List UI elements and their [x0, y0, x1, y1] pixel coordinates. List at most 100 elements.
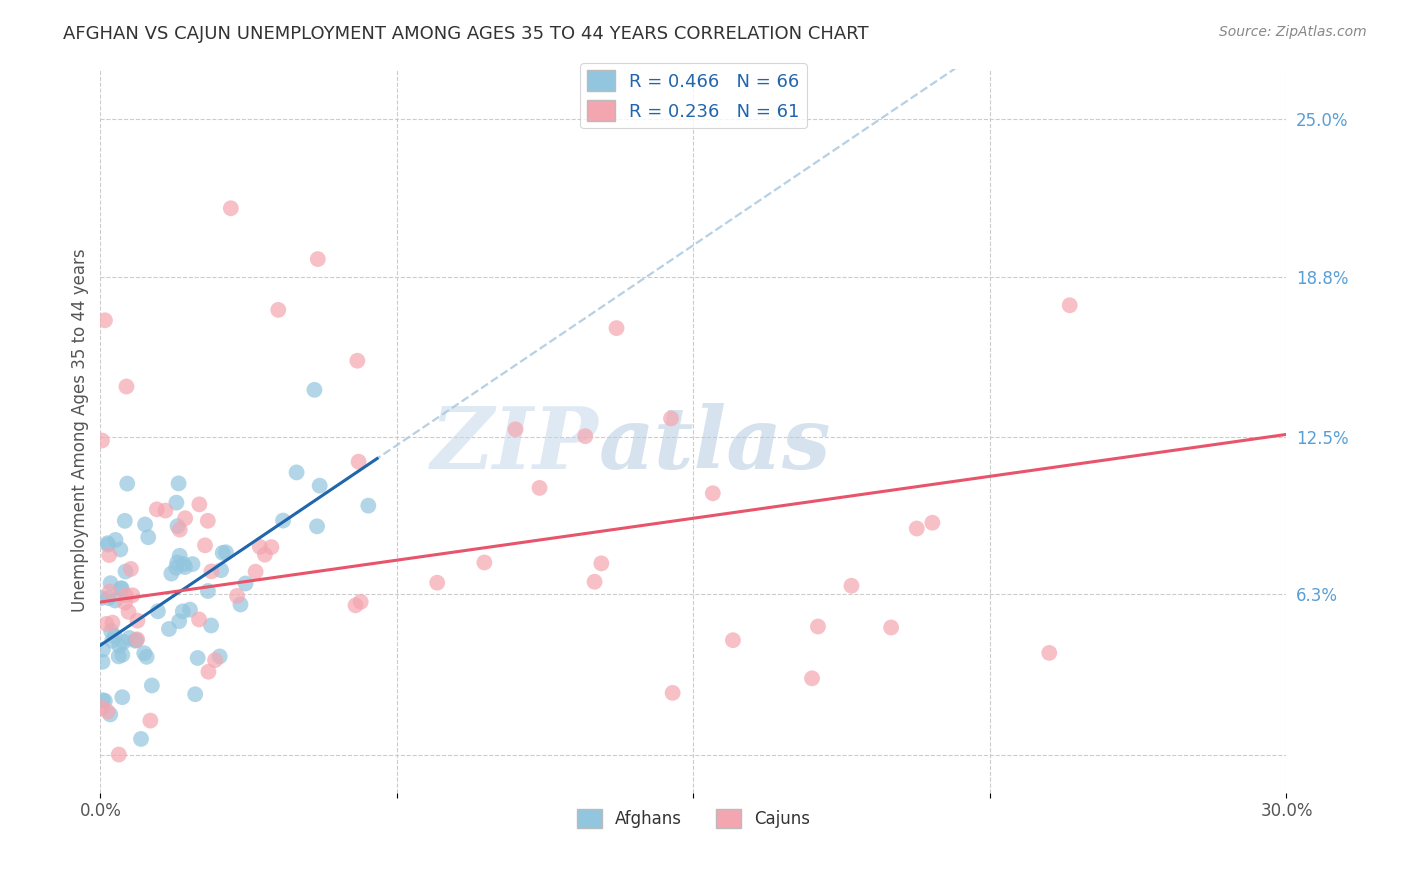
Point [166, 556, 188, 570]
Point [215, 545, 238, 559]
Point [173, 558, 195, 572]
Point [96, 616, 118, 631]
Point [125, 633, 148, 648]
Point [921, 516, 943, 530]
Legend: Afghans, Cajuns: Afghans, Cajuns [571, 803, 817, 835]
Point [107, 747, 129, 762]
Point [702, 486, 724, 500]
Point [114, 565, 136, 579]
Point [307, 252, 329, 266]
Point [169, 549, 191, 563]
Point [174, 560, 197, 574]
Point [127, 632, 149, 647]
Point [305, 519, 328, 533]
Point [114, 596, 136, 610]
Point [98, 548, 121, 562]
Point [97, 538, 120, 552]
Point [197, 514, 219, 528]
Point [357, 499, 380, 513]
Point [166, 519, 188, 533]
Point [179, 602, 201, 616]
Point [146, 502, 169, 516]
Point [271, 514, 294, 528]
Point [91, 434, 114, 448]
Point [583, 574, 606, 589]
Point [101, 633, 124, 648]
Point [184, 687, 207, 701]
Point [111, 648, 134, 662]
Point [167, 614, 190, 628]
Point [249, 540, 271, 554]
Point [267, 302, 290, 317]
Point [841, 579, 863, 593]
Point [114, 514, 136, 528]
Point [574, 429, 596, 443]
Point [129, 731, 152, 746]
Point [110, 582, 132, 596]
Point [235, 576, 257, 591]
Point [139, 714, 162, 728]
Point [1059, 298, 1081, 312]
Point [97, 536, 120, 550]
Point [155, 503, 177, 517]
Point [181, 557, 204, 571]
Point [127, 614, 149, 628]
Point [197, 584, 219, 599]
Point [211, 546, 233, 560]
Point [90, 591, 112, 605]
Point [1038, 646, 1060, 660]
Point [104, 593, 127, 607]
Point [253, 548, 276, 562]
Point [135, 649, 157, 664]
Point [801, 671, 824, 685]
Point [94, 313, 117, 327]
Y-axis label: Unemployment Among Ages 35 to 44 years: Unemployment Among Ages 35 to 44 years [72, 249, 89, 613]
Point [347, 455, 370, 469]
Point [120, 562, 142, 576]
Point [94, 694, 117, 708]
Point [172, 604, 194, 618]
Point [346, 353, 368, 368]
Point [187, 651, 209, 665]
Point [146, 604, 169, 618]
Point [285, 466, 308, 480]
Point [108, 639, 131, 653]
Point [208, 649, 231, 664]
Point [204, 653, 226, 667]
Point [721, 633, 744, 648]
Point [121, 588, 143, 602]
Point [98, 707, 121, 722]
Point [91, 693, 114, 707]
Point [169, 523, 191, 537]
Point [880, 620, 903, 634]
Point [157, 622, 180, 636]
Point [101, 615, 124, 630]
Point [807, 619, 830, 633]
Point [260, 540, 283, 554]
Point [308, 478, 330, 492]
Point [134, 646, 156, 660]
Point [350, 595, 373, 609]
Point [111, 582, 134, 596]
Point [591, 557, 613, 571]
Point [117, 605, 139, 619]
Point [97, 591, 120, 606]
Point [165, 560, 187, 574]
Point [91, 642, 114, 657]
Point [197, 665, 219, 679]
Point [104, 629, 127, 643]
Point [136, 530, 159, 544]
Point [98, 584, 121, 599]
Point [209, 563, 232, 577]
Point [91, 700, 114, 714]
Text: Source: ZipAtlas.com: Source: ZipAtlas.com [1219, 25, 1367, 39]
Point [905, 521, 928, 535]
Point [659, 411, 682, 425]
Point [104, 533, 127, 547]
Point [100, 624, 122, 639]
Point [529, 481, 551, 495]
Point [110, 542, 132, 557]
Point [167, 476, 190, 491]
Point [426, 575, 449, 590]
Point [304, 383, 326, 397]
